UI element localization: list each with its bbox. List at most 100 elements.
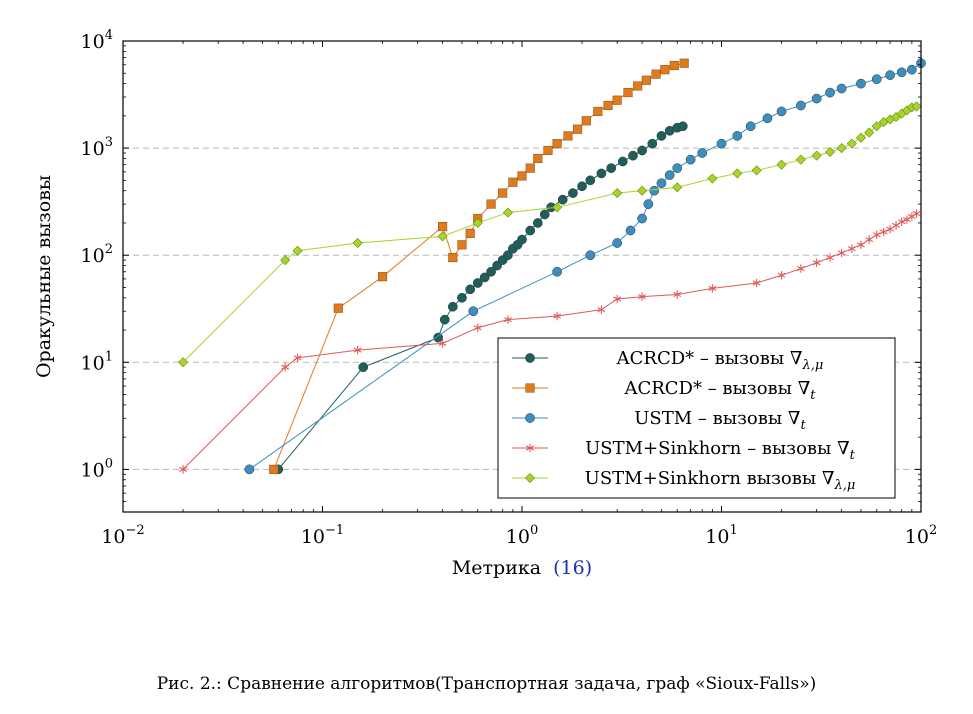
series-3-point xyxy=(777,271,786,280)
series-3-point-stroke xyxy=(796,265,805,272)
legend-swatch-marker xyxy=(525,353,535,363)
series-3-point xyxy=(179,465,187,474)
series-4-point xyxy=(552,202,563,213)
series-3-point-stroke xyxy=(777,272,786,278)
series-0-point xyxy=(525,225,536,236)
series-3-point-stroke xyxy=(293,355,302,361)
series-3-point-stroke xyxy=(438,340,447,347)
series-3-point xyxy=(903,215,911,224)
series-1-point xyxy=(633,81,643,91)
series-0 xyxy=(273,121,688,475)
x-axis-title-ref: (16) xyxy=(553,557,592,579)
figure-caption: Рис. 2.: Сравнение алгоритмов(Транспортн… xyxy=(156,674,817,694)
x-tick-label: 10−1 xyxy=(301,523,344,548)
series-3-point xyxy=(504,315,512,324)
series-3-point-stroke xyxy=(847,246,856,252)
series-3-point-stroke xyxy=(179,466,187,472)
series-3-point xyxy=(897,217,906,227)
series-3-point-stroke xyxy=(912,210,921,217)
series-4-point xyxy=(437,231,448,242)
series-2-point xyxy=(685,154,696,165)
series-1-point xyxy=(498,188,508,198)
x-tick-base: 10 xyxy=(905,526,929,548)
series-3 xyxy=(179,209,921,474)
series-1-point xyxy=(563,131,573,141)
series-3-point xyxy=(857,240,865,250)
series-2-point xyxy=(896,67,907,78)
series-3-point-stroke xyxy=(638,294,647,300)
legend-label-0: ACRCD* – вызовы ∇λ,μ xyxy=(616,348,824,373)
x-tick-exponent: 2 xyxy=(929,523,937,538)
series-2-point xyxy=(732,131,743,141)
series-2-point xyxy=(871,74,882,85)
legend-swatch-marker xyxy=(524,472,536,484)
series-0-point xyxy=(637,145,647,156)
series-3-point-stroke xyxy=(826,255,834,261)
series-1-point xyxy=(623,88,633,98)
legend-swatch-2 xyxy=(512,413,548,423)
series-2-point xyxy=(745,121,756,132)
series-2-point xyxy=(885,70,895,80)
y-tick-label: 102 xyxy=(81,242,113,267)
series-3-point xyxy=(812,258,821,267)
series-0-point xyxy=(677,121,688,132)
series-0-point xyxy=(532,218,543,228)
series-4-point xyxy=(871,121,882,132)
x-tick-label: 10−2 xyxy=(101,523,144,548)
x-axis-title-text: Метрика xyxy=(452,557,541,579)
series-0-point xyxy=(439,314,450,325)
series-0-line xyxy=(277,125,683,470)
series-0-point xyxy=(577,181,587,192)
series-4-point xyxy=(707,173,718,184)
x-tick-base: 10 xyxy=(705,526,729,548)
series-4-point xyxy=(472,217,483,228)
series-3-point xyxy=(879,227,888,237)
series-2-point xyxy=(856,78,866,89)
series-3-point xyxy=(907,212,916,221)
legend-swatch-3 xyxy=(512,443,548,453)
series-4-point xyxy=(637,185,648,196)
x-tick-label: 101 xyxy=(705,523,737,548)
series-3-point-stroke xyxy=(865,236,874,243)
series-2-point xyxy=(664,170,675,180)
x-tick-label: 102 xyxy=(905,523,937,548)
legend-swatch-4 xyxy=(512,472,548,484)
series-3-point xyxy=(438,339,447,348)
series-1-point xyxy=(573,124,583,134)
series-1-point xyxy=(457,240,467,250)
y-tick-label: 101 xyxy=(81,349,113,374)
y-tick-exponent: 1 xyxy=(105,349,113,364)
series-1-point xyxy=(612,95,622,105)
series-0-point xyxy=(557,194,568,205)
series-3-point xyxy=(847,244,856,253)
series-2-point xyxy=(796,100,806,111)
series-4-line xyxy=(182,105,917,363)
series-2-point xyxy=(762,113,773,124)
series-2-point xyxy=(825,87,835,98)
series-1-point xyxy=(660,65,670,75)
x-axis-title: Метрика (16) xyxy=(452,557,592,579)
series-4-point xyxy=(776,159,787,170)
x-tick-exponent: −1 xyxy=(325,523,344,538)
legend-label-1: ACRCD* – вызовы ∇t xyxy=(623,378,816,403)
legend-label-2: USTM – вызовы ∇t xyxy=(634,408,806,433)
series-0-point xyxy=(486,266,496,277)
y-tick-exponent: 2 xyxy=(105,242,113,257)
series-4-point xyxy=(502,207,513,218)
legend-box xyxy=(497,337,896,499)
legend-label-subscript: t xyxy=(850,448,856,463)
series-0-point xyxy=(479,272,490,283)
y-tick-label: 100 xyxy=(81,456,113,481)
series-4-point xyxy=(825,146,836,157)
series-3-point xyxy=(708,284,717,293)
series-1-point xyxy=(543,145,553,156)
series-2-point xyxy=(637,213,647,224)
series-3-point-stroke xyxy=(752,280,761,286)
series-3-point xyxy=(281,362,290,372)
series-3-point xyxy=(293,353,302,363)
series-2-point xyxy=(776,106,787,117)
series-3-point-stroke xyxy=(281,364,290,370)
x-tick-base: 10 xyxy=(101,526,125,548)
